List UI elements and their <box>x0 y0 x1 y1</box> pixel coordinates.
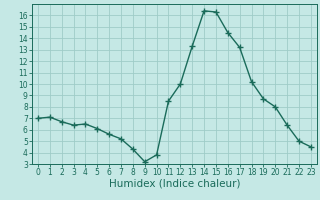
X-axis label: Humidex (Indice chaleur): Humidex (Indice chaleur) <box>109 179 240 189</box>
